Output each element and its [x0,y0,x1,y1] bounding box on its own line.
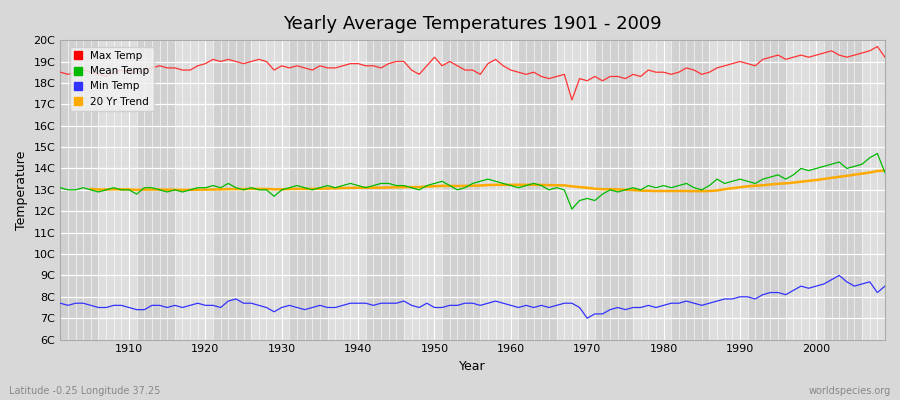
Min Temp [605,307,616,312]
Bar [786,40,824,340]
20 Yr Trend [506,182,517,187]
Title: Yearly Average Temperatures 1901 - 2009: Yearly Average Temperatures 1901 - 2009 [284,15,662,33]
Bar [633,40,671,340]
Max Temp [879,55,890,60]
Min Temp [284,303,295,308]
Max Temp [872,44,883,49]
Bar [518,40,556,340]
Line: Min Temp: Min Temp [60,276,885,318]
Bar [481,40,518,340]
Line: Max Temp: Max Temp [60,46,885,100]
20 Yr Trend [329,186,340,191]
Bar [709,40,748,340]
Text: Latitude -0.25 Longitude 37.25: Latitude -0.25 Longitude 37.25 [9,386,160,396]
Min Temp [498,301,508,306]
Bar [60,40,98,340]
Bar [442,40,481,340]
Bar [251,40,290,340]
Mean Temp [566,207,577,212]
Min Temp [506,303,517,308]
Bar [213,40,251,340]
Max Temp [329,66,340,70]
Min Temp [329,305,340,310]
Max Temp [566,98,577,102]
Bar [98,40,137,340]
20 Yr Trend [498,182,508,187]
Bar [862,40,893,340]
Mean Temp [506,183,517,188]
Mean Temp [872,151,883,156]
Min Temp [55,301,66,306]
20 Yr Trend [116,187,127,192]
Bar [824,40,862,340]
Bar [595,40,633,340]
Y-axis label: Temperature: Temperature [15,150,28,230]
Mean Temp [879,170,890,175]
Bar [137,40,175,340]
Mean Temp [55,185,66,190]
20 Yr Trend [284,186,295,191]
Mean Temp [329,185,340,190]
Min Temp [581,316,592,320]
Max Temp [498,63,508,68]
Mean Temp [498,181,508,186]
Max Temp [284,66,295,70]
Max Temp [506,68,517,72]
Bar [748,40,786,340]
Bar [175,40,213,340]
Bar [671,40,709,340]
Mean Temp [116,188,127,192]
Bar [290,40,328,340]
Min Temp [879,284,890,288]
Mean Temp [284,185,295,190]
20 Yr Trend [879,168,890,173]
Max Temp [605,74,616,79]
20 Yr Trend [597,187,608,192]
X-axis label: Year: Year [459,360,486,373]
Max Temp [55,70,66,74]
Bar [328,40,365,340]
Max Temp [116,68,127,72]
Bar [365,40,404,340]
Line: Mean Temp: Mean Temp [60,154,885,209]
Text: worldspecies.org: worldspecies.org [809,386,891,396]
Line: 20 Yr Trend: 20 Yr Trend [91,170,885,191]
Min Temp [116,303,127,308]
Bar [556,40,595,340]
Bar [404,40,442,340]
Legend: Max Temp, Mean Temp, Min Temp, 20 Yr Trend: Max Temp, Mean Temp, Min Temp, 20 Yr Tre… [69,47,154,111]
Min Temp [833,273,844,278]
Mean Temp [605,188,616,192]
